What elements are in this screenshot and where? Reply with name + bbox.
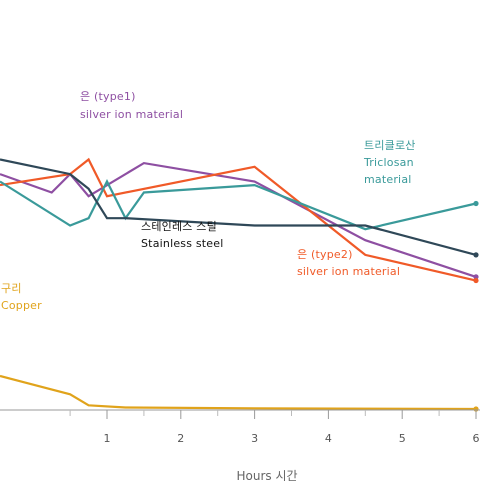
series-label-copper-english: Copper [1, 299, 42, 312]
x-tick-label: 1 [104, 432, 111, 445]
series-end-point-2 [473, 200, 479, 207]
series-layer [0, 157, 479, 412]
series-line-4 [0, 374, 477, 411]
series-end-point-0 [473, 274, 479, 280]
series-label-stainless-korean: 스테인레스 스틸 [141, 220, 217, 233]
series-label-type2-korean: 은 (type2) [297, 248, 353, 261]
series-line-0 [0, 161, 477, 278]
series-line-2 [0, 179, 477, 231]
series-line-3 [0, 158, 477, 256]
series-label-triclosan-korean: 트리클로산 [364, 139, 416, 152]
x-tick-label: 5 [399, 432, 406, 445]
series-labels: 은 (type1) silver ion material 은 (type2) … [1, 90, 416, 312]
series-end-point-3 [473, 252, 479, 258]
series-label-copper-korean: 구리 [1, 282, 22, 295]
series-label-type2-english: silver ion material [297, 265, 400, 278]
x-axis: 1 2 3 4 5 6 [0, 409, 480, 445]
series-label-type1-english: silver ion material [80, 108, 183, 121]
x-tick-label: 2 [177, 432, 184, 445]
x-tick-label: 3 [251, 432, 258, 445]
x-tick-label: 6 [473, 432, 480, 445]
series-end-point-1 [473, 277, 479, 284]
series-label-triclosan-material: material [364, 173, 412, 186]
x-tick-label: 4 [325, 432, 332, 445]
series-label-type1-korean: 은 (type1) [80, 90, 136, 103]
series-label-stainless-english: Stainless steel [141, 237, 223, 250]
series-label-triclosan-english: Triclosan [363, 156, 414, 169]
x-axis-title: Hours 시간 [236, 469, 297, 483]
